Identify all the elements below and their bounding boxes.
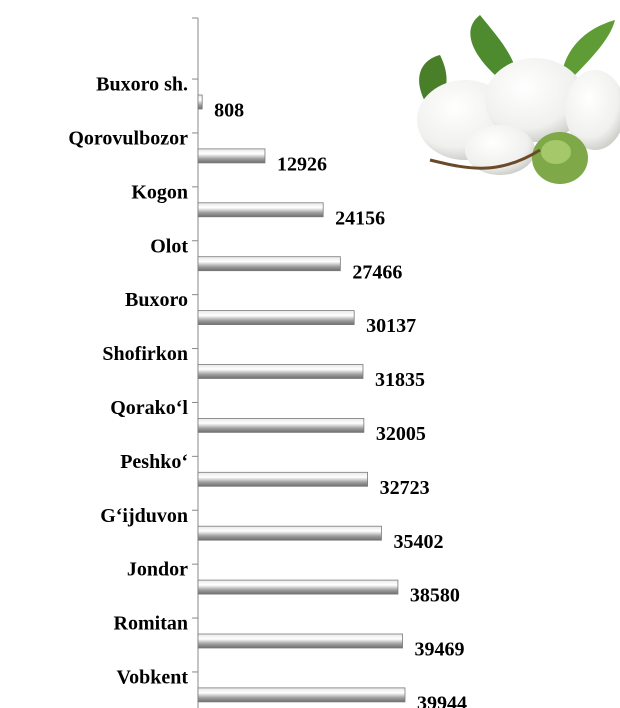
category-label: Romitan [114, 613, 188, 635]
category-label: Buxoro sh. [96, 74, 188, 96]
category-label: Olot [150, 235, 188, 257]
bar [197, 148, 266, 164]
bar [197, 256, 341, 272]
category-label: G‘ijduvon [100, 505, 188, 527]
value-label: 39469 [415, 639, 465, 661]
value-label: 27466 [352, 261, 402, 283]
value-label: 31835 [375, 369, 425, 391]
bar [197, 417, 365, 433]
bar [197, 633, 403, 649]
category-label: Qorovulbozor [68, 127, 188, 149]
bar [197, 310, 355, 326]
category-label: Shofirkon [102, 343, 188, 365]
bar [197, 525, 382, 541]
value-label: 808 [214, 100, 244, 122]
bar [197, 579, 399, 595]
category-label: Kogon [131, 181, 188, 203]
value-label: 39944 [417, 692, 467, 708]
bar [197, 364, 364, 379]
value-label: 12926 [277, 153, 327, 175]
bar [197, 94, 203, 110]
category-label: Buxoro [125, 289, 188, 311]
category-label: Peshko‘ [120, 451, 188, 473]
value-label: 32723 [380, 477, 430, 499]
category-label: Qorako‘l [110, 397, 188, 419]
value-label: 24156 [335, 207, 385, 229]
category-label: Vobkent [116, 666, 188, 688]
value-label: 38580 [410, 585, 460, 607]
bar [197, 471, 368, 487]
bar [197, 202, 324, 218]
cotton-image [417, 15, 620, 184]
category-label: Jondor [127, 559, 188, 581]
value-label: 30137 [366, 315, 416, 337]
bar [197, 687, 406, 703]
value-label: 35402 [393, 531, 443, 553]
value-label: 32005 [376, 423, 426, 445]
